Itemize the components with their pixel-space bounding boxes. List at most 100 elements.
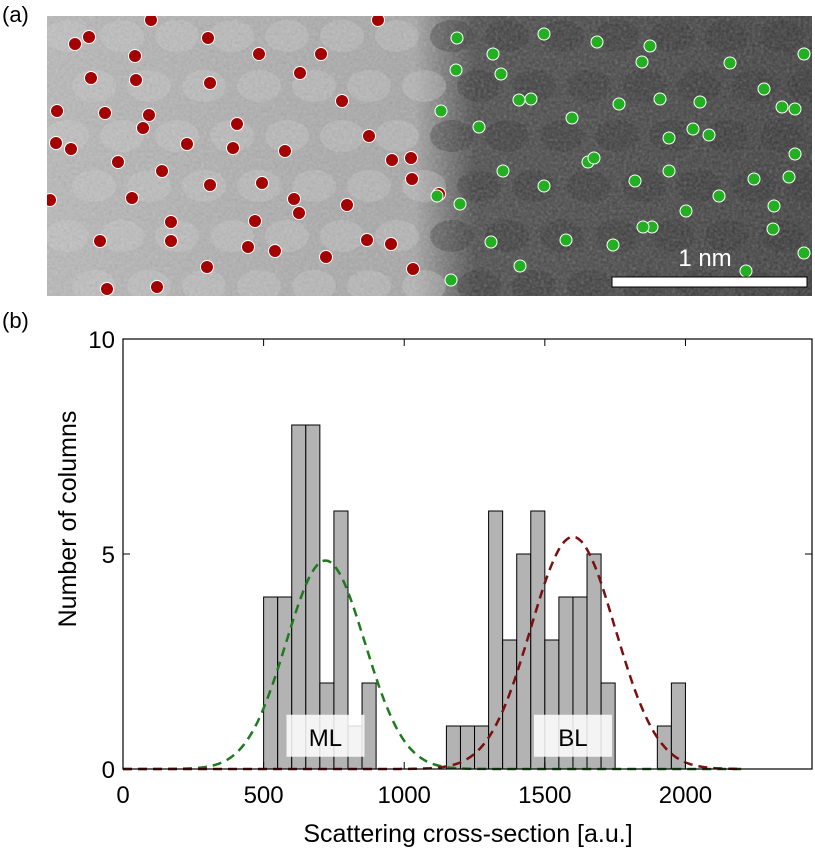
- green-atom-dot: [686, 122, 700, 136]
- green-atom-dot: [767, 199, 781, 213]
- red-atom-dot: [180, 137, 194, 151]
- annotation-label: BL: [558, 725, 587, 752]
- red-atom-dot: [98, 106, 112, 120]
- green-atom-dot: [747, 172, 761, 186]
- green-atom-dot: [606, 238, 620, 252]
- red-atom-dot: [319, 250, 333, 264]
- annotation-box: [533, 714, 612, 757]
- green-atom-dot: [587, 151, 601, 165]
- green-atom-dot: [788, 147, 802, 161]
- green-atom-dot: [712, 189, 726, 203]
- red-atom-dot: [241, 240, 255, 254]
- x-tick-label: 0: [116, 782, 129, 809]
- x-axis-label: Scattering cross-section [a.u.]: [303, 820, 632, 848]
- red-atom-dot: [164, 215, 178, 229]
- histogram-bar: [488, 510, 504, 770]
- green-atom-dot: [559, 233, 573, 247]
- green-atom-dot: [723, 56, 737, 70]
- x-tick-label: 2000: [659, 782, 712, 809]
- red-atom-dot: [142, 108, 156, 122]
- green-atom-dot: [797, 246, 811, 260]
- x-tick-label: 1500: [518, 782, 571, 809]
- green-atom-dot: [628, 174, 642, 188]
- green-atom-dot: [444, 273, 458, 287]
- red-atom-dot: [155, 164, 169, 178]
- histogram-bar: [516, 553, 532, 770]
- red-atom-dot: [125, 191, 139, 205]
- green-atom-dot: [484, 235, 498, 249]
- red-atom-dot: [360, 233, 374, 247]
- red-atom-dot: [47, 193, 57, 207]
- stem-image-canvas: 1 nm: [47, 16, 812, 296]
- green-atom-dot: [739, 264, 753, 278]
- green-atom-dot: [782, 170, 796, 184]
- green-atom-dot: [565, 111, 579, 125]
- green-atom-dot: [662, 131, 676, 145]
- histogram-bar: [263, 596, 279, 770]
- red-atom-dot: [340, 198, 354, 212]
- green-atom-dot: [434, 104, 448, 118]
- panel-a-label: (a): [2, 2, 29, 27]
- green-atom-dot: [513, 259, 527, 273]
- green-atom-dot: [775, 100, 789, 114]
- red-atom-dot: [268, 244, 282, 258]
- red-atom-dot: [111, 155, 125, 169]
- image-noise: [47, 16, 812, 296]
- scale-bar: [611, 276, 808, 288]
- histogram-bars: [263, 424, 686, 770]
- green-atom-dot: [590, 35, 604, 49]
- histogram-bar: [459, 725, 476, 770]
- annotation-label: ML: [309, 725, 342, 752]
- red-atom-dot: [129, 73, 143, 87]
- green-atom-dot: [788, 102, 802, 116]
- annotation-box: [286, 714, 365, 757]
- red-atom-dot: [226, 141, 240, 155]
- green-atom-dot: [653, 92, 667, 106]
- red-atom-dot: [314, 47, 328, 61]
- green-atom-markers: [430, 27, 811, 287]
- red-atom-dot: [128, 49, 142, 63]
- red-atom-dot: [230, 117, 244, 131]
- red-atom-dot: [385, 153, 399, 167]
- red-atom-dot: [93, 234, 107, 248]
- stem-image: 1 nm: [47, 16, 812, 296]
- red-atom-dot: [203, 178, 217, 192]
- green-atom-dot: [635, 55, 649, 69]
- red-atom-dot: [404, 151, 418, 165]
- red-atom-dot: [49, 136, 63, 150]
- red-atom-dot: [68, 37, 82, 51]
- green-atom-dot: [537, 179, 551, 193]
- y-axis-label: Number of columns: [54, 411, 82, 628]
- red-atom-dot: [248, 214, 262, 228]
- green-atom-dot: [524, 92, 538, 106]
- y-tick-label: 0: [102, 757, 115, 784]
- green-atom-dot: [662, 164, 676, 178]
- green-atom-dot: [612, 97, 626, 111]
- red-atom-dot: [64, 142, 78, 156]
- red-atom-dot: [406, 262, 420, 276]
- red-atom-dot: [50, 104, 64, 118]
- axes: 0 500 1000 1500 2000 0 5 10: [88, 327, 813, 809]
- y-tick-label: 5: [102, 542, 115, 569]
- green-atom-dot: [757, 82, 771, 96]
- green-atom-dot: [537, 27, 551, 41]
- red-atom-dot: [278, 144, 292, 158]
- green-atom-dot: [494, 67, 508, 81]
- plot-background: [123, 339, 812, 769]
- red-atom-dot: [84, 71, 98, 85]
- panel-b-label: (b): [2, 308, 29, 333]
- green-atom-dot: [430, 189, 444, 203]
- histogram-chart: ML BL 0 500 1000 1500 2000 0 5 10 Scattering cro…: [54, 327, 813, 848]
- peak-annotations: ML BL: [286, 714, 612, 757]
- red-atom-dot: [255, 176, 269, 190]
- red-atom-dot: [362, 129, 376, 143]
- green-atom-dot: [797, 47, 811, 61]
- green-atom-dot: [449, 63, 463, 77]
- green-atom-dot: [453, 197, 467, 211]
- green-atom-dot: [766, 222, 780, 236]
- green-atom-dot: [693, 95, 707, 109]
- green-atom-dot: [636, 220, 650, 234]
- green-atom-dot: [472, 120, 486, 134]
- green-atom-dot: [512, 93, 526, 107]
- red-atom-dot: [136, 121, 150, 135]
